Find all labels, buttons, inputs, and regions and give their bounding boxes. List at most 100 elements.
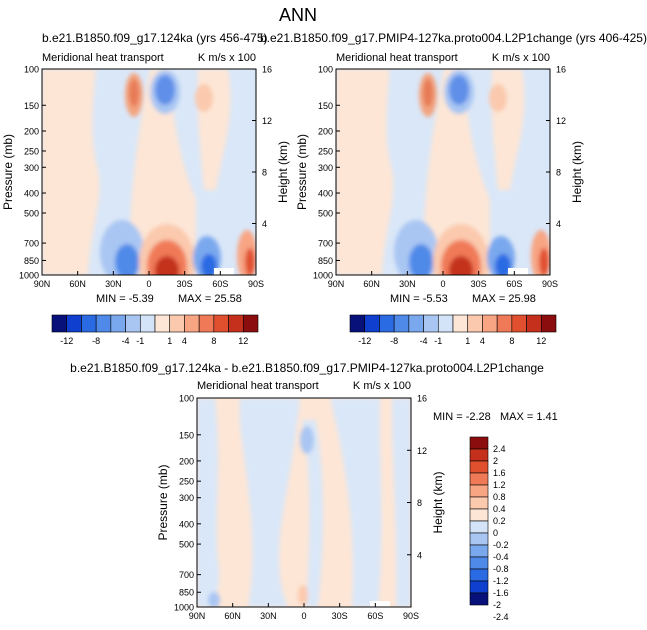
colorbar-panel-2-label: 12 [536, 336, 546, 346]
panel-3-min-upper [300, 426, 314, 454]
panel-1-lat-tick-label: 90S [248, 279, 264, 289]
panel-2-min-lower-sh-core [495, 254, 511, 275]
colorbar-diff-swatch [469, 472, 489, 486]
colorbar-panel-1-swatch [184, 314, 200, 333]
colorbar-panel-1-label: -1 [136, 336, 144, 346]
panel-1-warm-band-trop [130, 69, 196, 275]
panel-3-left-label: Meridional heat transport [197, 380, 319, 392]
panel-1-max: MAX = 25.58 [178, 293, 242, 305]
panel-1-height-tick-label: 12 [262, 116, 272, 126]
colorbar-diff-label: 2 [493, 456, 498, 466]
colorbar-panel-1-swatch [154, 314, 171, 333]
panel-2-height-tick-label: 12 [556, 116, 566, 126]
colorbar-diff-label: -1.2 [493, 576, 509, 586]
panel-1-pressure-tick-label: 150 [24, 101, 39, 111]
colorbar-panel-2-swatch [496, 314, 513, 333]
panel-3-lat-tick-label: 30N [260, 611, 277, 621]
panel-3-pressure-tick-label: 850 [179, 588, 194, 598]
panel-3-height-tick-label: 12 [417, 446, 427, 456]
colorbar-panel-2-label: -8 [390, 336, 398, 346]
panel-3-pressure-tick-label: 300 [179, 493, 194, 503]
panel-1-max-upper-sh [195, 84, 213, 112]
panel-1-title: b.e21.B1850.f09_g17.124ka (yrs 456-475) [42, 31, 268, 45]
panel-3-max: MAX = 1.41 [500, 411, 558, 423]
colorbar-diff-swatch [469, 556, 489, 570]
panel-2-pressure-tick-label: 850 [318, 256, 333, 266]
panel-3-lat-tick-label: 60N [224, 611, 241, 621]
colorbar-diff-label: -2 [493, 600, 501, 610]
colorbar-panel-2-swatch [364, 314, 380, 333]
colorbar-panel-2-label: 1 [465, 336, 470, 346]
panel-1-pressure-tick-label: 250 [24, 146, 39, 156]
colorbar-panel-2-swatch [379, 314, 395, 333]
colorbar-panel-1-swatch [51, 314, 68, 333]
colorbar-diff-label: -2.4 [493, 612, 509, 622]
panel-3-ylabel: Pressure (mb) [156, 464, 170, 540]
panel-3-pressure-tick-label: 100 [179, 394, 194, 404]
panel-1-height-tick-label: 4 [262, 219, 267, 229]
panel-2-y2label: Height (km) [570, 141, 584, 203]
panel-1-min-lower-nh-core [115, 244, 139, 275]
colorbar-diff-label: -0.4 [493, 552, 509, 562]
panel-3-neg-band-mid [239, 398, 300, 607]
panel-3-pressure-tick-label: 250 [179, 477, 194, 487]
colorbar-diff-label: 0.4 [493, 504, 506, 514]
colorbar-panel-1-swatch [110, 314, 126, 333]
panel-1-pressure-tick-label: 500 [24, 208, 39, 218]
panel-3-right-label: K m/s x 100 [353, 380, 411, 392]
colorbar-diff-label: 0.8 [493, 492, 506, 502]
panel-3-contours [197, 398, 411, 607]
colorbar-diff-swatch [469, 484, 489, 498]
colorbar-panel-1-label: -4 [122, 336, 130, 346]
colorbar-diff-label: -0.8 [493, 564, 509, 574]
colorbar-diff-label: -1.6 [493, 588, 509, 598]
panel-2-min-upper-core [449, 75, 469, 105]
panel-3-neg-band-polar [392, 398, 411, 607]
colorbar-diff-swatch [469, 544, 489, 558]
panel-1-left-label: Meridional heat transport [42, 52, 164, 64]
panel-3-lat-tick-label: 30S [332, 611, 348, 621]
colorbar-panel-1-label: 1 [167, 336, 172, 346]
colorbar-panel-2: -12 -8 -4 -1 1 4 8 12 [349, 314, 557, 346]
colorbar-diff-label: 1.6 [493, 468, 506, 478]
panel-1-pressure-tick-label: 100 [24, 65, 39, 75]
colorbar-diff: 2.4 2 1.6 1.2 0.8 0.4 0.2 0 -0.2 -0.4 -0.8 -1.2 -1.6… [469, 436, 509, 622]
panel-1-pressure-tick-label: 200 [24, 127, 39, 137]
colorbar-diff-label: 0 [493, 528, 498, 538]
panel-1-pressure-tick-label: 850 [24, 256, 39, 266]
panel-2-pressure-tick-label: 100 [318, 65, 333, 75]
panel-3-height-tick-label: 16 [417, 394, 427, 404]
panel-3-y2label: Height (km) [431, 471, 445, 533]
panel-2-left-label: Meridional heat transport [336, 52, 458, 64]
panel-1-lat-tick-label: 60S [212, 279, 228, 289]
colorbar-panel-2-swatch [526, 314, 542, 333]
panel-3-lat-tick-label: 60S [367, 611, 383, 621]
panel-1-warm-band [42, 69, 100, 275]
panel-1-lat-tick-label: 60N [69, 279, 86, 289]
panel-3-max-lower [298, 585, 308, 605]
colorbar-panel-2-swatch [452, 314, 469, 333]
colorbar-diff-swatch [469, 448, 489, 462]
panel-3-axes: 100 150 200 250 300 400 500 700 850 1000 16 12 8 4 90N… [156, 394, 445, 622]
colorbar-diff-label: -0.2 [493, 540, 509, 550]
panel-1-right-label: K m/s x 100 [198, 52, 256, 64]
panel-3-pressure-tick-label: 500 [179, 540, 194, 550]
panel-1-pressure-tick-label: 1000 [19, 271, 39, 281]
colorbar-panel-1-swatch [66, 314, 82, 333]
panel-2-pressure-tick-label: 300 [318, 163, 333, 173]
colorbar-panel-1-swatch [81, 314, 97, 333]
colorbar-panel-2-label: -1 [434, 336, 442, 346]
panel-2-ylabel: Pressure (mb) [295, 134, 309, 210]
colorbar-panel-1-label: -8 [92, 336, 100, 346]
colorbar-panel-2-swatch [467, 314, 483, 333]
panel-2-title: b.e21.B1850.f09_g17.PMIP4-127ka.proto004… [260, 31, 647, 45]
colorbar-panel-2-swatch [511, 314, 527, 333]
colorbar-panel-1-label: 12 [238, 336, 248, 346]
panel-1-max-lower-core [155, 256, 179, 275]
panel-1-ylabel: Pressure (mb) [1, 134, 15, 210]
colorbar-diff-swatch [469, 460, 489, 474]
panel-3-min: MIN = -2.28 [433, 411, 491, 423]
panel-2-height-tick-label: 8 [556, 168, 561, 178]
colorbar-panel-2-label: -4 [420, 336, 428, 346]
panel-3-title: b.e21.B1850.f09_g17.124ka - b.e21.B1850.… [70, 361, 544, 375]
